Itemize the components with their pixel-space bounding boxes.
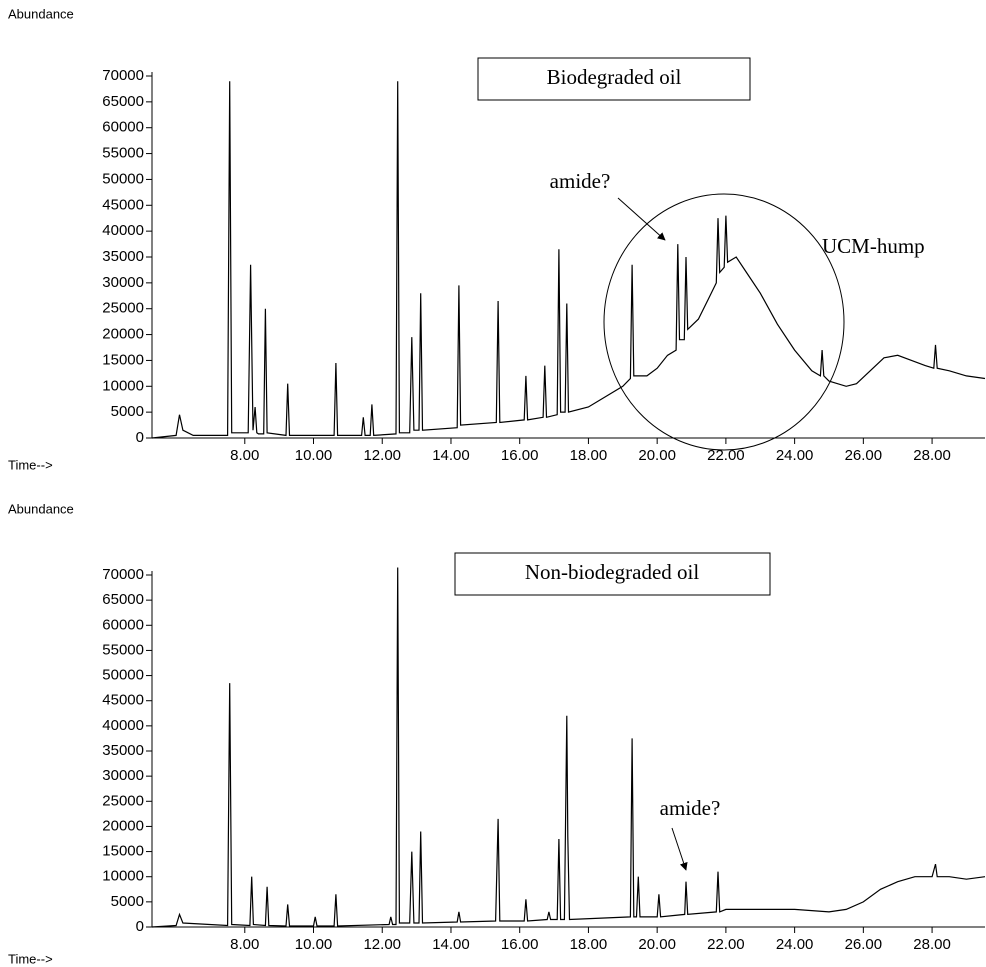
y-tick-label: 70000 bbox=[102, 67, 144, 84]
x-tick-label: 16.00 bbox=[501, 447, 539, 464]
x-tick-label: 20.00 bbox=[638, 447, 676, 464]
y-tick-label: 55000 bbox=[102, 641, 144, 658]
ucm-circle bbox=[603, 193, 845, 451]
x-tick-label: 18.00 bbox=[570, 936, 608, 953]
y-tick-label: 65000 bbox=[102, 93, 144, 110]
y-tick-label: 35000 bbox=[102, 742, 144, 759]
annotation-arrow bbox=[617, 197, 666, 241]
x-tick-label: 8.00 bbox=[230, 447, 259, 464]
annotation-arrow bbox=[671, 827, 688, 871]
y-tick-label: 55000 bbox=[102, 145, 144, 162]
x-tick-label: 28.00 bbox=[913, 447, 951, 464]
x-tick-label: 22.00 bbox=[707, 936, 745, 953]
x-tick-label: 14.00 bbox=[432, 447, 470, 464]
x-tick-label: 12.00 bbox=[363, 936, 401, 953]
x-tick-label: 24.00 bbox=[776, 447, 814, 464]
y-tick-label: 60000 bbox=[102, 616, 144, 633]
chromatogram-line bbox=[151, 567, 986, 928]
annotation: amide? bbox=[660, 796, 721, 820]
y-tick-label: 60000 bbox=[102, 119, 144, 136]
annotation: UCM-hump bbox=[822, 234, 925, 258]
y-tick-label: 0 bbox=[136, 429, 144, 446]
box-title: Biodegraded oil bbox=[547, 65, 682, 89]
x-axis-label: Time--> bbox=[8, 951, 53, 966]
y-tick-label: 15000 bbox=[102, 351, 144, 368]
y-tick-label: 25000 bbox=[102, 792, 144, 809]
y-tick-label: 10000 bbox=[102, 377, 144, 394]
x-tick-label: 26.00 bbox=[845, 447, 883, 464]
x-tick-label: 14.00 bbox=[432, 936, 470, 953]
y-tick-label: 5000 bbox=[111, 403, 144, 420]
x-tick-label: 16.00 bbox=[501, 936, 539, 953]
y-tick-label: 30000 bbox=[102, 274, 144, 291]
title-box bbox=[454, 552, 771, 596]
x-tick-label: 20.00 bbox=[638, 936, 676, 953]
y-tick-label: 20000 bbox=[102, 817, 144, 834]
y-tick-label: 40000 bbox=[102, 222, 144, 239]
y-tick-label: 0 bbox=[136, 918, 144, 935]
title-box bbox=[477, 57, 751, 101]
x-tick-label: 8.00 bbox=[230, 936, 259, 953]
x-tick-label: 18.00 bbox=[570, 447, 608, 464]
y-tick-label: 10000 bbox=[102, 868, 144, 885]
x-tick-label: 10.00 bbox=[295, 936, 333, 953]
y-tick-label: 40000 bbox=[102, 717, 144, 734]
annotation: amide? bbox=[550, 169, 611, 193]
y-tick-label: 35000 bbox=[102, 248, 144, 265]
y-tick-label: 45000 bbox=[102, 196, 144, 213]
y-tick-label: 20000 bbox=[102, 326, 144, 343]
x-axis-label: Time--> bbox=[8, 457, 53, 472]
y-tick-label: 65000 bbox=[102, 591, 144, 608]
y-tick-label: 5000 bbox=[111, 893, 144, 910]
y-tick-label: 70000 bbox=[102, 566, 144, 583]
y-tick-label: 45000 bbox=[102, 692, 144, 709]
box-title: Non-biodegraded oil bbox=[525, 560, 700, 584]
x-tick-label: 12.00 bbox=[363, 447, 401, 464]
chromatogram-line bbox=[151, 81, 986, 439]
x-tick-label: 28.00 bbox=[913, 936, 951, 953]
x-tick-label: 26.00 bbox=[845, 936, 883, 953]
x-tick-label: 24.00 bbox=[776, 936, 814, 953]
y-axis-label: Abundance bbox=[8, 6, 74, 21]
x-tick-label: 22.00 bbox=[707, 447, 745, 464]
y-axis-label: Abundance bbox=[8, 501, 74, 516]
x-tick-label: 10.00 bbox=[295, 447, 333, 464]
y-tick-label: 15000 bbox=[102, 843, 144, 860]
y-tick-label: 30000 bbox=[102, 767, 144, 784]
y-tick-label: 50000 bbox=[102, 170, 144, 187]
y-tick-label: 50000 bbox=[102, 667, 144, 684]
y-tick-label: 25000 bbox=[102, 300, 144, 317]
